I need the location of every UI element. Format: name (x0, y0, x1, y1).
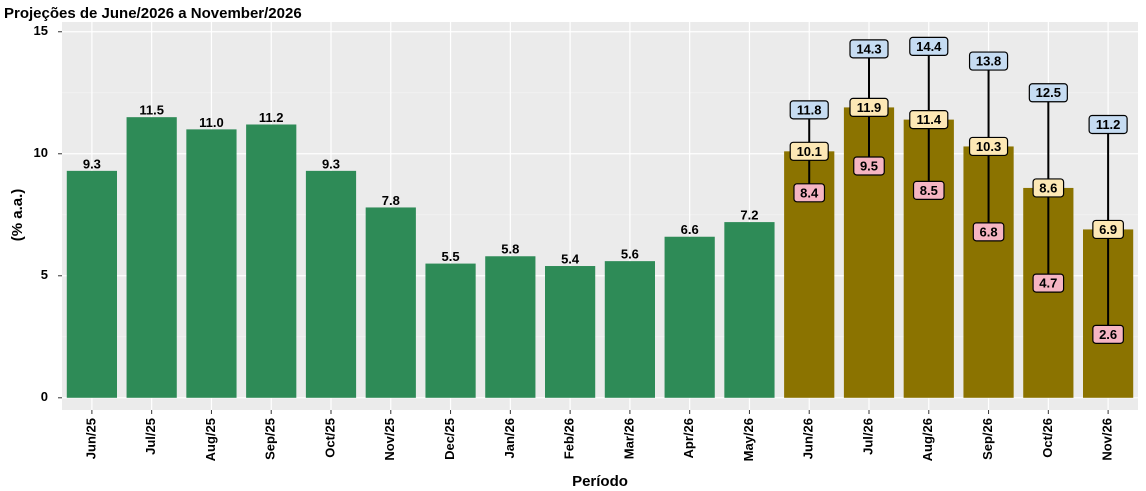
bar (724, 222, 775, 398)
label-box (912, 180, 945, 200)
data-label: 4.7 (1039, 276, 1057, 291)
plot-background (62, 22, 1138, 410)
bar (425, 263, 476, 398)
x-tick-label: Nov/26 (1100, 418, 1115, 461)
data-label: 9.5 (860, 158, 878, 173)
data-label: 6.9 (1099, 222, 1117, 237)
bar (186, 129, 237, 398)
label-box (1092, 324, 1124, 344)
data-label: 12.5 (1036, 85, 1061, 100)
bar (604, 261, 655, 398)
y-tick-label: 15 (34, 23, 48, 38)
x-tick-label: Nov/25 (382, 418, 397, 461)
x-tick-label: May/26 (741, 418, 756, 461)
data-label: 10.1 (797, 144, 822, 159)
bar (664, 236, 715, 398)
y-tick-label: 5 (41, 267, 48, 282)
label-box (849, 39, 889, 59)
x-tick-label: Aug/26 (920, 418, 935, 461)
label-box (968, 51, 1009, 71)
x-tick-label: Oct/25 (322, 418, 337, 458)
data-label: 8.5 (920, 183, 938, 198)
data-label: 14.3 (856, 41, 881, 56)
data-label: 9.3 (322, 156, 340, 171)
data-label: 11.0 (199, 115, 224, 130)
label-box (972, 222, 1005, 242)
label-box (968, 136, 1009, 157)
bar (485, 256, 536, 398)
data-label: 14.4 (916, 39, 942, 54)
y-tick-label: 0 (41, 389, 48, 404)
x-tick-label: Dec/25 (442, 418, 457, 460)
data-label: 6.6 (681, 222, 699, 237)
data-label: 5.4 (561, 251, 580, 266)
label-box (789, 141, 829, 161)
bar (365, 207, 416, 398)
x-tick-label: Jun/26 (801, 418, 816, 459)
x-tick-label: Jan/26 (502, 418, 517, 458)
label-box (853, 156, 885, 176)
x-tick-label: Feb/26 (562, 418, 577, 459)
label-box (1032, 273, 1065, 293)
bar (126, 117, 177, 398)
label-box (1032, 178, 1065, 198)
data-label: 11.2 (259, 110, 284, 125)
bar (246, 124, 297, 398)
x-tick-label: Aug/25 (203, 418, 218, 461)
label-box (789, 100, 829, 120)
data-label: 11.4 (916, 112, 941, 127)
label-box (793, 183, 826, 203)
data-label: 8.6 (1039, 180, 1057, 195)
x-tick-label: Sep/26 (980, 418, 995, 460)
data-label: 9.3 (83, 156, 101, 171)
y-axis-label: (% a.a.) (9, 189, 26, 242)
x-tick-label: Mar/26 (621, 418, 636, 459)
bar (545, 266, 596, 398)
label-box (849, 97, 889, 118)
bar (305, 170, 357, 398)
x-tick-label: Jul/26 (860, 418, 875, 455)
x-tick-label: Jun/25 (83, 418, 98, 459)
x-axis-label: Período (572, 473, 628, 490)
data-label: 11.2 (1096, 117, 1121, 132)
data-label: 5.6 (621, 247, 639, 262)
y-tick-label: 10 (34, 145, 48, 160)
label-box (1088, 114, 1128, 135)
data-label: 13.8 (976, 53, 1001, 68)
x-tick-label: Apr/26 (681, 418, 696, 458)
data-label: 7.2 (740, 208, 758, 223)
x-tick-label: Jul/25 (143, 418, 158, 455)
chart-title: Projeções de June/2026 a November/2026 (4, 5, 302, 22)
data-label: 10.3 (976, 139, 1001, 154)
data-label: 5.5 (442, 249, 460, 264)
label-box (1092, 219, 1124, 240)
data-label: 5.8 (501, 242, 519, 257)
data-label: 7.8 (382, 193, 400, 208)
x-tick-label: Sep/25 (263, 418, 278, 460)
bar (66, 170, 117, 398)
label-box (1028, 83, 1068, 103)
data-label: 11.9 (857, 100, 882, 115)
label-box (909, 36, 949, 57)
x-tick-label: Oct/26 (1040, 418, 1055, 458)
data-label: 11.5 (139, 103, 164, 118)
data-label: 11.8 (797, 102, 822, 117)
data-label: 2.6 (1099, 327, 1117, 342)
label-box (909, 110, 949, 130)
data-label: 8.4 (800, 185, 819, 200)
data-label: 6.8 (980, 224, 998, 239)
